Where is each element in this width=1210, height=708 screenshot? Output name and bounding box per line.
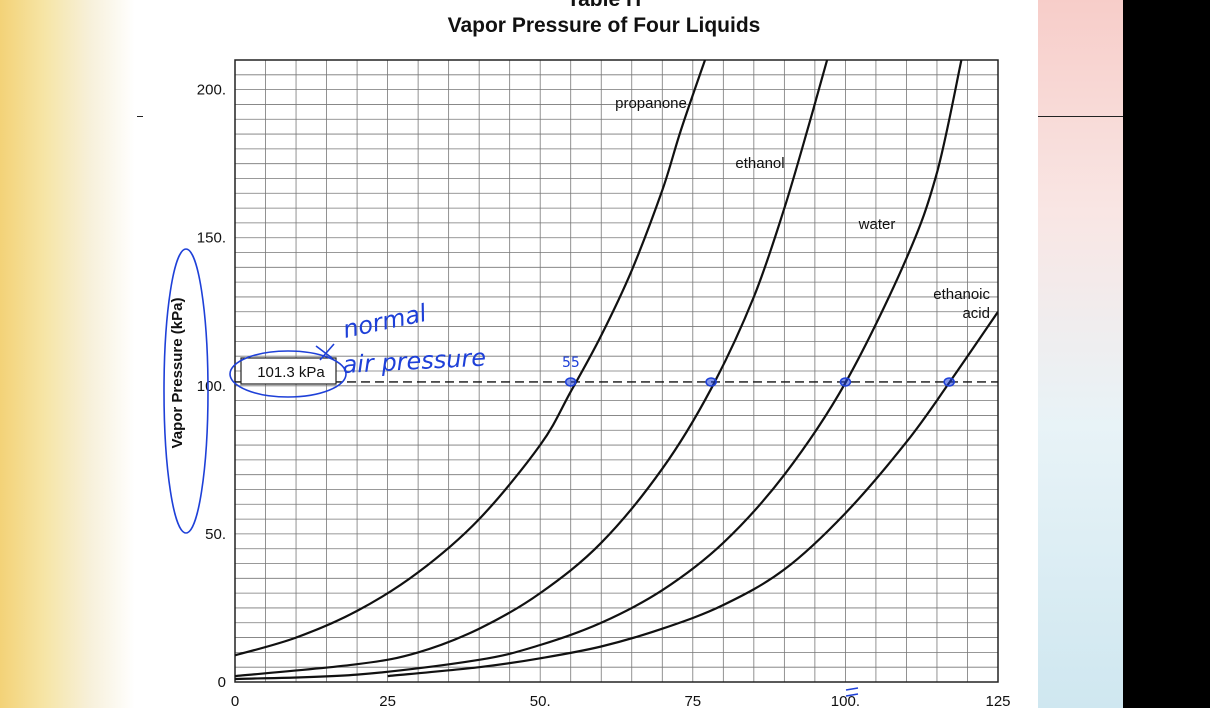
- handwritten-air-pressure: air pressure: [342, 344, 487, 379]
- handwritten-cross-mark: [315, 343, 335, 361]
- curve-label-acid: acid: [962, 305, 990, 322]
- handwritten-normal: normal: [340, 299, 429, 344]
- series-line-water: [235, 60, 963, 681]
- desktop-background-right: [1038, 0, 1123, 708]
- curve-label-propanone: propanone: [615, 95, 687, 112]
- handwritten-point: [943, 377, 955, 387]
- curve-label-ethanol: ethanol: [735, 155, 784, 172]
- handwritten-ellipse-ylabel: [163, 248, 209, 534]
- reference-label: 101.3 kPa: [257, 364, 325, 381]
- x-tick-label: 125: [985, 693, 1010, 708]
- handwritten-ellipse-reference: [229, 350, 347, 398]
- handwritten-55: 55: [562, 355, 580, 371]
- series-line-ethanol: [235, 60, 829, 678]
- curve-group: [235, 60, 998, 681]
- y-tick-label: 50.: [205, 526, 226, 543]
- chart-title: Vapor Pressure of Four Liquids: [448, 14, 761, 37]
- handwritten-point: [705, 377, 717, 387]
- y-tick-label: 0: [218, 674, 226, 691]
- chart-grid: [235, 60, 998, 682]
- x-tick-label: 25: [379, 693, 396, 708]
- x-tick-label: 50.: [530, 693, 551, 708]
- series-line-propanone: [235, 60, 707, 657]
- handwritten-point: [839, 377, 852, 387]
- x-tick-label: 75: [684, 693, 701, 708]
- y-axis-label: Vapor Pressure (kPa): [169, 298, 186, 449]
- handwritten-points: [564, 377, 955, 387]
- black-border: [1123, 0, 1210, 708]
- handwritten-tick-mark: [845, 687, 859, 697]
- y-tick-labels: 0 50. 100. 150. 200.: [197, 82, 226, 691]
- y-tick-label: 200.: [197, 82, 226, 99]
- x-tick-label: 0: [231, 693, 239, 708]
- y-tick-label: 150.: [197, 230, 226, 247]
- x-tick-labels: 0 25 50. 75 100. 125: [231, 693, 1011, 708]
- divider-line-right: [1038, 116, 1123, 117]
- table-label: Table H: [567, 0, 641, 11]
- curve-label-water: water: [858, 216, 896, 233]
- reference-label-frame: [240, 357, 337, 385]
- handwritten-point: [564, 377, 577, 387]
- reference-label-box: 101.3 kPa: [240, 357, 337, 385]
- plot-border: [234, 59, 999, 683]
- curve-label-ethanoic: ethanoic: [933, 286, 990, 303]
- series-line-ethanoic-acid: [387, 311, 998, 678]
- y-tick-label: 100.: [197, 378, 226, 395]
- x-tick-label: 100.: [831, 693, 860, 708]
